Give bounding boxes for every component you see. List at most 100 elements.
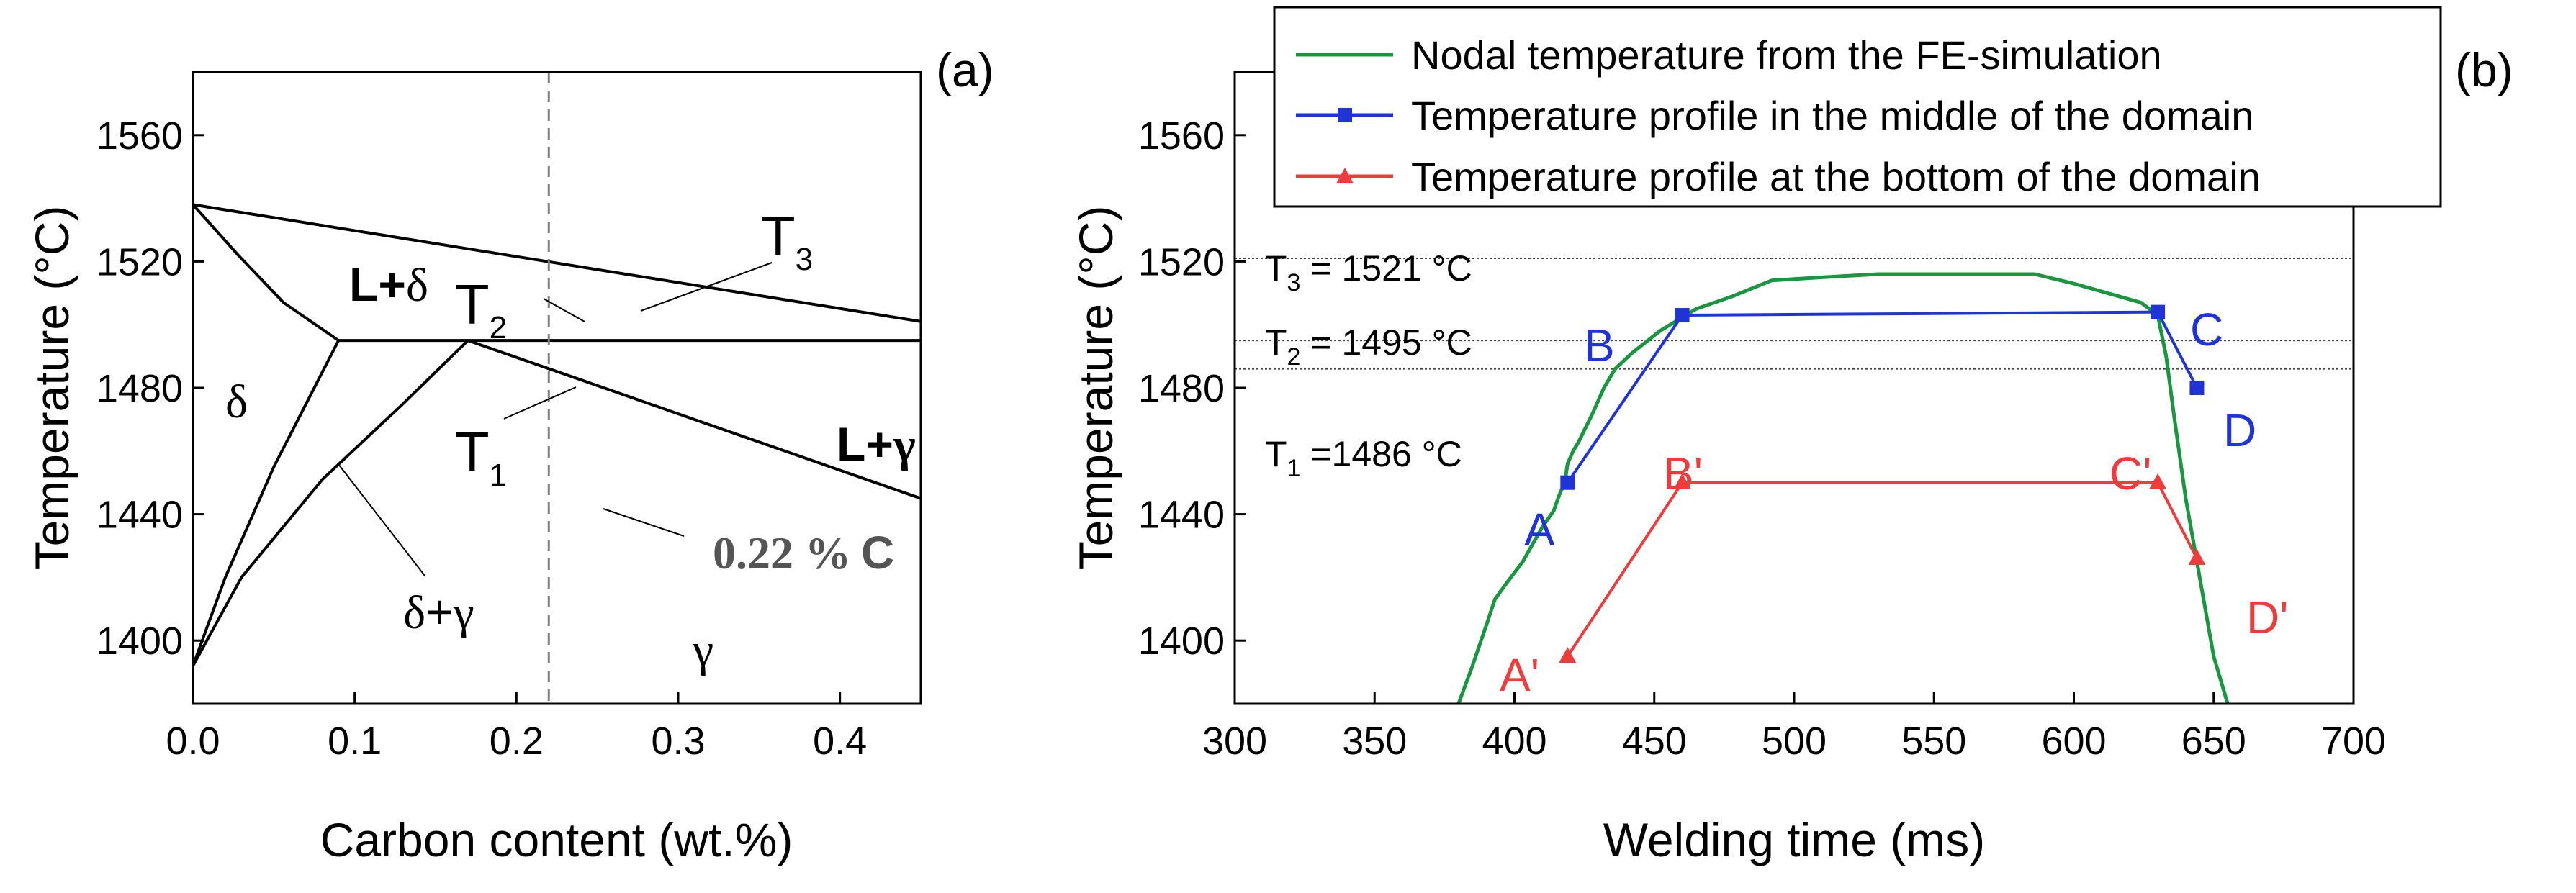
t2-ref-sub: 2: [1287, 343, 1301, 371]
point-label-a: A: [1524, 504, 1555, 556]
panel-b-reference-lines: [1235, 258, 2354, 370]
region-delta: δ: [225, 376, 248, 428]
series-line-2: [1566, 481, 2199, 658]
middle-profile-point: [2151, 304, 2166, 319]
delta-gamma-leader: [338, 463, 425, 576]
region-l-delta: L+δ: [349, 258, 428, 312]
a-xtick-label: 0.2: [490, 720, 544, 763]
a-xtick-label: 0.4: [813, 720, 867, 763]
t3-sub: 3: [796, 242, 813, 277]
region-delta-gamma-plus: +: [425, 585, 454, 638]
panel-b-xlabel: Welding time (ms): [1603, 813, 1986, 866]
bottom-profile-point: [1559, 647, 1577, 663]
panel-b-ticks: 300 350 400 450 500 550 600 650 700 1400 1440 1480 1…: [1138, 114, 2386, 763]
b-xtick-label: 500: [1762, 720, 1827, 763]
b-xtick-label: 400: [1482, 720, 1546, 763]
a-xtick-label: 0.0: [166, 720, 220, 763]
point-label-c: C: [2190, 304, 2223, 355]
panel-a-ylabel: Temperature (°C): [25, 206, 78, 571]
legend-entry-fe: Nodal temperature from the FE-simulation: [1411, 32, 2162, 78]
panel-a-xlabel: Carbon content (wt.%): [320, 813, 793, 866]
b-xtick-label: 700: [2321, 720, 2386, 763]
region-delta-gamma-g: γ: [453, 586, 474, 639]
b-xtick-label: 550: [1901, 720, 1966, 763]
t1-leader: [503, 386, 577, 420]
region-l-gamma-g: γ: [893, 419, 916, 471]
middle-profile-point: [2189, 381, 2205, 395]
region-l-gamma: L+γ: [837, 417, 916, 471]
carbon-leader: [603, 508, 685, 537]
region-l-delta-d: δ: [406, 259, 428, 312]
series-line-0: [1456, 272, 2230, 704]
t2-sub: 2: [490, 310, 507, 345]
a-xtick-label: 0.1: [328, 720, 382, 763]
region-delta-gamma: δ+γ: [403, 585, 474, 639]
b-ytick-label: 1440: [1138, 494, 1225, 537]
panel-a-curves: [192, 203, 922, 667]
a-ytick-label: 1480: [96, 367, 183, 410]
region-l-delta-l: L+: [349, 258, 406, 311]
point-label-a-prime: A': [1500, 649, 1539, 701]
legend-marker-square: [1338, 108, 1352, 122]
t2-ref-letter: T: [1265, 322, 1287, 363]
a-ytick-label: 1520: [96, 240, 183, 284]
phase-line-delta-gamma-boundary-2: [192, 339, 469, 667]
t1-ref-sub: 1: [1287, 455, 1301, 482]
legend-box: [1273, 6, 2442, 208]
t2-leader: [543, 298, 585, 322]
legend-entry-bottom: Temperature profile at the bottom of the…: [1411, 154, 2261, 199]
point-label-d: D: [2223, 404, 2256, 456]
legend-entry-middle: Temperature profile in the middle of the…: [1411, 93, 2253, 138]
point-label-d-prime: D': [2246, 591, 2288, 643]
t3-ref-sub: 3: [1287, 269, 1301, 296]
panel-a-ticks: 0.0 0.1 0.2 0.3 0.4 1400 1440 1480 1520 1560: [96, 114, 867, 763]
point-label-b-prime: B': [1663, 448, 1703, 499]
legend-marker-triangle: [1336, 168, 1354, 183]
panel-b-ylabel: Temperature (°C): [1069, 206, 1122, 571]
t3-annotation: T3: [761, 204, 813, 277]
t1-sub: 1: [490, 458, 507, 493]
t2-ref-label: T2 = 1495 °C: [1265, 322, 1472, 371]
t1-annotation: T1: [455, 420, 507, 493]
a-ytick-label: 1400: [96, 620, 183, 663]
a-ytick-label: 1440: [96, 494, 183, 537]
carbon-pct: 0.22 %: [713, 527, 851, 579]
panel-b: (b) 300 350 400 450 500 550 600 650 700 1400 1440 1…: [1069, 6, 2513, 866]
bottom-profile-point: [1673, 473, 1691, 489]
carbon-c: C: [861, 527, 894, 579]
legend: Nodal temperature from the FE-simulation…: [1273, 6, 2442, 208]
bottom-profile-point: [2188, 549, 2206, 566]
panel-b-curves: [1456, 272, 2230, 704]
t1-ref-label: T1 =1486 °C: [1265, 434, 1462, 482]
b-ytick-label: 1560: [1138, 114, 1225, 158]
t3-ref-letter: T: [1265, 248, 1287, 289]
t3-letter: T: [761, 204, 796, 268]
b-ytick-label: 1400: [1138, 620, 1225, 663]
b-xtick-label: 300: [1202, 720, 1267, 763]
panel-a-frame: [192, 71, 922, 705]
phase-line-delta-solidus: [192, 204, 340, 342]
region-l-gamma-l: L+: [837, 417, 893, 471]
bottom-profile-point: [2149, 473, 2167, 489]
panel-a-label: (a): [936, 43, 994, 96]
b-xtick-label: 650: [2181, 720, 2246, 763]
panel-b-label: (b): [2455, 43, 2513, 96]
t2-letter: T: [455, 273, 490, 336]
region-gamma: γ: [692, 624, 713, 676]
t1-letter: T: [455, 420, 490, 484]
phase-line-liquidus: [192, 203, 922, 323]
b-xtick-label: 350: [1342, 720, 1407, 763]
a-ytick-label: 1560: [96, 114, 183, 158]
phase-line-gamma-solidus: [467, 339, 922, 500]
b-xtick-label: 450: [1622, 720, 1687, 763]
t1-ref-value: =1486 °C: [1300, 434, 1462, 474]
b-ytick-label: 1520: [1138, 240, 1225, 284]
t2-ref-value: = 1495 °C: [1300, 322, 1472, 363]
series-line-1: [1566, 310, 2199, 484]
t1-ref-letter: T: [1265, 434, 1287, 474]
region-delta-gamma-d: δ: [403, 586, 425, 639]
point-label-b: B: [1584, 319, 1615, 371]
t3-leader: [640, 262, 773, 312]
middle-profile-point: [1675, 308, 1690, 323]
